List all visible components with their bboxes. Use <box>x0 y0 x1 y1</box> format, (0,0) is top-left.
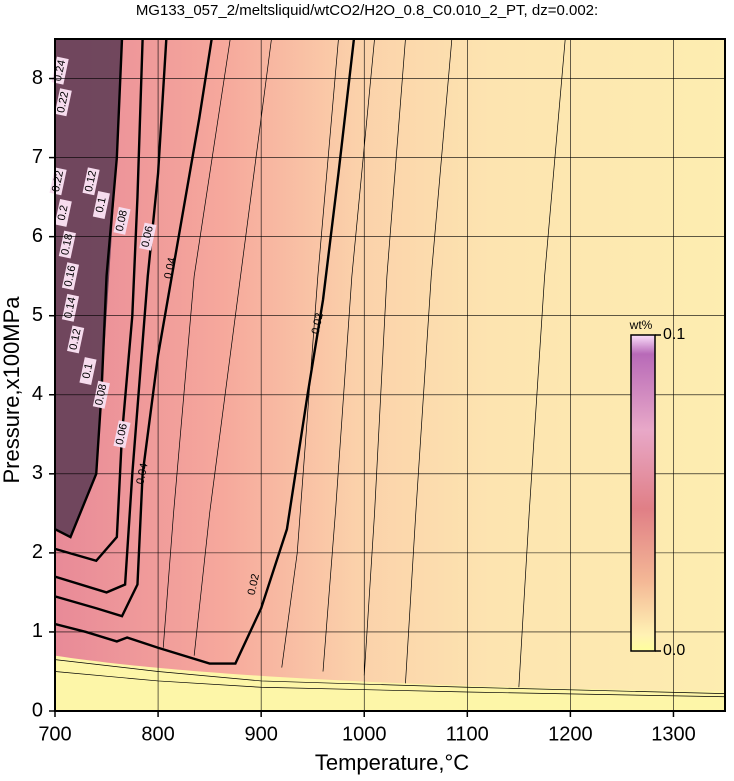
contour-label-bg <box>79 357 97 386</box>
contour-label: 0.2 <box>54 198 72 227</box>
contour-label-text: 0.18 <box>59 233 75 256</box>
contour-label: 0.06 <box>113 420 131 449</box>
contour-label-bg <box>113 206 131 235</box>
contour-label-text: 0.22 <box>50 170 66 193</box>
contour-label: 0.1 <box>92 191 110 219</box>
contour-label-bg <box>54 198 72 227</box>
contour-label-text: 0.1 <box>80 362 95 379</box>
contour-label-text: 0.14 <box>62 296 78 319</box>
contour-label-bg <box>61 293 80 322</box>
colorbar-ramp <box>630 334 656 652</box>
contour-label-text: 0.12 <box>67 328 83 351</box>
contour-label-text: 0.22 <box>55 91 71 114</box>
contour-label: 0.02 <box>310 312 326 335</box>
x-tick-label: 700 <box>38 723 71 745</box>
contour-label-text: 0.24 <box>52 59 68 82</box>
y-tick-label: 4 <box>32 383 43 405</box>
y-tick-label: 1 <box>32 620 43 642</box>
contour-label-text: 0.1 <box>94 196 109 213</box>
colorbar: wt% 0.0 0.1 <box>629 318 686 659</box>
x-tick-label: 800 <box>141 723 174 745</box>
color-field-low <box>55 655 725 711</box>
contour-label-bg <box>67 325 85 354</box>
y-tick-label: 6 <box>32 225 43 247</box>
plot-frame <box>54 38 726 712</box>
colorbar-tick-label: 0.1 <box>663 326 685 343</box>
contour-label-bg <box>113 420 131 449</box>
colorbar-tick-label: 0.0 <box>663 642 685 659</box>
contour-label: 0.12 <box>67 325 85 354</box>
contour-label: 0.1 <box>79 357 97 386</box>
y-tick-label: 5 <box>32 304 43 326</box>
x-tick-label: 1000 <box>342 723 387 745</box>
contour-label: 0.12 <box>82 167 100 196</box>
chart-title: MG133_057_2/meltsliquid/wtCO2/H2O_0.8_C0… <box>136 2 598 19</box>
contour-label-bg <box>58 230 76 259</box>
contour-label-text: 0.12 <box>83 170 99 193</box>
contour-label-bg <box>49 167 67 196</box>
contour-line <box>55 39 356 665</box>
x-axis-label: Temperature,°C <box>315 750 469 775</box>
plot-area: 0.020.020.040.040.060.060.080.080.10.10.… <box>32 38 726 745</box>
contour-label: 0.22 <box>54 88 72 117</box>
contour-label: 0.14 <box>61 293 80 322</box>
contour-label-bg <box>54 88 72 117</box>
x-tick-label: 900 <box>244 723 277 745</box>
contour-label: 0.04 <box>162 257 178 280</box>
y-tick-label: 0 <box>32 699 43 721</box>
contour-label: 0.02 <box>246 573 262 596</box>
contour-label-text: 0.2 <box>56 204 71 221</box>
contour-label-text: 0.02 <box>310 312 326 335</box>
colorbar-label: wt% <box>629 318 653 332</box>
contour-label: 0.22 <box>49 167 67 196</box>
x-tick-label: 1100 <box>446 723 489 745</box>
contour-label-text: 0.04 <box>162 257 178 280</box>
color-field-high <box>55 39 122 538</box>
y-tick-label: 8 <box>32 67 43 89</box>
y-axis-label: Pressure,x100MPa <box>0 296 24 484</box>
y-tick-label: 2 <box>32 541 43 563</box>
contour-label: 0.08 <box>113 206 131 235</box>
contour-label: 0.18 <box>58 230 76 259</box>
contour-label-text: 0.02 <box>246 573 262 596</box>
x-tick-label: 1300 <box>651 723 696 745</box>
contour-label: 0.16 <box>61 262 80 291</box>
contour-label-text: 0.16 <box>62 264 78 287</box>
contour-label-bg <box>61 262 80 291</box>
contour-label-text: 0.06 <box>114 423 130 446</box>
contour-label-text: 0.08 <box>114 209 130 232</box>
y-tick-label: 3 <box>32 462 43 484</box>
x-tick-label: 1200 <box>548 723 593 745</box>
contour-label-bg <box>92 191 110 219</box>
contour-label-bg <box>82 167 100 196</box>
y-tick-label: 7 <box>32 146 43 168</box>
